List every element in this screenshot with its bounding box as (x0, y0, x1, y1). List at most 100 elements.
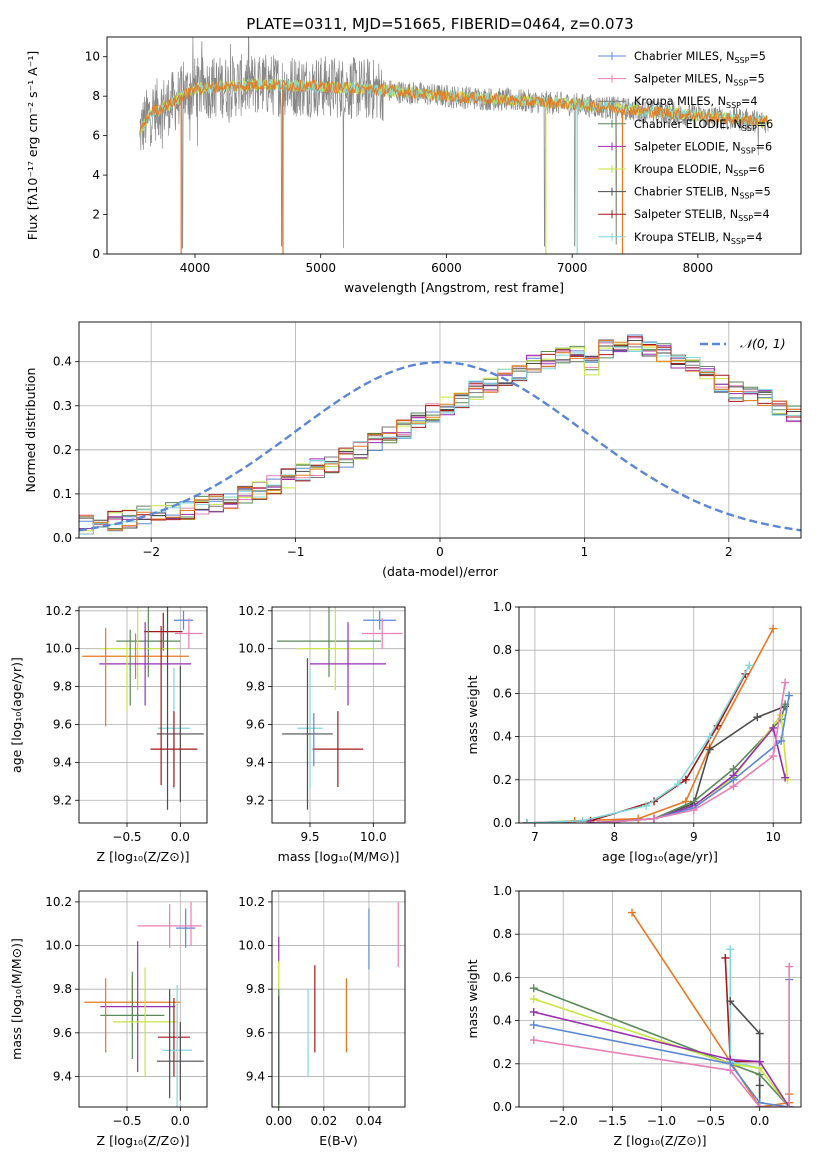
y-tick-label: 2 (92, 208, 100, 222)
y-tick-label: 10.0 (45, 939, 72, 953)
plot-spectrum: 4000 5000 6000 7000 8000 0 2 4 6 8 10 Chabrier MILE… (25, 36, 802, 295)
plot-area (82, 607, 204, 810)
plot-area (79, 334, 801, 535)
plot-frame (78, 606, 208, 824)
weight-point-marker (578, 816, 587, 823)
weight-point-marker (594, 819, 603, 823)
y-axis-label: mass [log₁₀(M/M⊙)] (9, 938, 24, 1060)
y-axis-label: Flux [fλ10⁻¹⁷ erg cm⁻² s⁻¹ A⁻¹] (25, 51, 40, 240)
y-tick-label: 10.2 (238, 604, 265, 618)
y-tick-label: 10.2 (238, 895, 265, 909)
plot-background (272, 607, 405, 823)
x-axis-label: (data-model)/error (382, 564, 499, 579)
histogram-series (79, 343, 801, 532)
weight-point-marker (627, 908, 636, 917)
y-tick-label: 6 (92, 129, 100, 143)
legend-label: Salpeter MILES, NSSP=5 (634, 73, 765, 88)
plot-area (529, 908, 794, 1107)
y-tick-label: 9.2 (53, 793, 72, 807)
plot-frame (106, 36, 802, 255)
y-tick-label: 10.2 (45, 895, 72, 909)
weight-series-line (533, 987, 790, 1107)
y-tick-label: 9.6 (53, 717, 72, 731)
x-tick-label: 8 (611, 830, 619, 844)
y-tick-label: 0.2 (53, 443, 72, 457)
y-tick-label: 0.8 (493, 643, 512, 657)
x-axis-label: wavelength [Angstrom, rest frame] (344, 280, 564, 295)
x-tick-label: 4000 (180, 261, 211, 275)
plot-residuals: −2 −1 0 1 2 0.0 0.1 0.2 0.3 0.4 𝒩(0, 1) (data-model… (23, 321, 802, 579)
legend-label-suffix: =6 (748, 163, 765, 176)
plot-area (277, 607, 403, 810)
y-tick-label: 9.8 (246, 982, 265, 996)
x-tick-label: 5000 (305, 261, 336, 275)
histogram-series (79, 341, 801, 535)
y-tick-label: 0.6 (493, 970, 512, 984)
legend-label-suffix: =5 (749, 50, 766, 63)
legend-label-sub: SSP (734, 56, 749, 65)
legend-label: Chabrier ELODIE, NSSP=6 (634, 118, 773, 133)
x-tick-label: 9 (690, 830, 698, 844)
weight-point-marker (726, 997, 735, 1006)
weight-point-marker (781, 773, 790, 782)
x-tick-label: −1.5 (598, 1114, 627, 1128)
weight-series-line (533, 966, 790, 1107)
legend-label-suffix: =5 (754, 186, 771, 199)
y-tick-label: 0.2 (493, 1057, 512, 1071)
legend-label-sub: SSP (726, 101, 741, 110)
weight-point-marker (522, 819, 531, 823)
y-tick-label: 9.4 (53, 1069, 72, 1083)
x-tick-label: 1 (581, 545, 589, 559)
y-tick-label: 9.4 (53, 755, 72, 769)
y-tick-label: 9.6 (246, 717, 265, 731)
plot-mass_vs_ebv: 0.00 0.02 0.04 9.4 9.6 9.8 10.0 10.2 E(B-V) (238, 890, 406, 1148)
legend-label-suffix: =5 (748, 73, 765, 86)
x-tick-label: 6000 (431, 261, 462, 275)
weight-point-marker (634, 814, 643, 823)
x-tick-label: −0.5 (112, 830, 141, 844)
y-tick-label: 10 (85, 50, 100, 64)
legend-label-sub: SSP (733, 169, 748, 178)
y-tick-label: 4 (92, 168, 100, 182)
histogram-series (79, 337, 801, 527)
legend-label-suffix: =6 (757, 118, 774, 131)
histogram-series (79, 336, 801, 535)
legend-label-suffix: =4 (753, 208, 770, 221)
y-tick-label: 8 (92, 89, 100, 103)
plot-background (272, 891, 405, 1107)
legend-label-sub: SSP (738, 214, 753, 223)
y-tick-label: 9.8 (246, 680, 265, 694)
plot-frame (78, 890, 208, 1108)
x-axis-label: age [log₁₀(age/yr)] (602, 849, 718, 864)
weight-point-marker (642, 801, 651, 810)
legend-label: Chabrier MILES, NSSP=5 (634, 50, 766, 65)
spectrum-model-line (139, 79, 769, 136)
y-axis-label: mass weight (465, 959, 480, 1038)
x-tick-label: 8000 (683, 261, 714, 275)
weight-point-marker (785, 1103, 794, 1107)
plot-area (139, 37, 769, 254)
y-axis-label: age [log₁₀(age/yr)] (9, 657, 24, 773)
y-tick-label: 0.6 (493, 686, 512, 700)
legend-label-text: Chabrier STELIB, N (634, 186, 739, 199)
figure-title: PLATE=0311, MJD=51665, FIBERID=0464, z=0… (246, 15, 633, 33)
y-tick-label: 0.2 (493, 773, 512, 787)
weight-point-marker (745, 661, 754, 670)
legend-label-text: Kroupa STELIB, N (634, 231, 731, 244)
weight-point-marker (785, 691, 794, 700)
plot-mass_vs_Z: −0.5 0.0 9.4 9.6 9.8 10.0 10.2 Z [log₁₀(Z/Z⊙)] m… (9, 890, 208, 1148)
weight-point-marker (586, 819, 595, 823)
legend-label-text: Chabrier MILES, N (634, 50, 734, 63)
legend-label: Chabrier STELIB, NSSP=5 (634, 186, 771, 201)
y-tick-label: 0.8 (493, 927, 512, 941)
weight-point-marker (777, 736, 786, 745)
plot-background (519, 891, 801, 1107)
weight-point-marker (650, 814, 659, 823)
weight-point-marker (729, 782, 738, 791)
weight-point-marker (529, 1036, 538, 1045)
y-tick-label: 0.4 (493, 1014, 512, 1028)
plot-background (519, 607, 801, 823)
